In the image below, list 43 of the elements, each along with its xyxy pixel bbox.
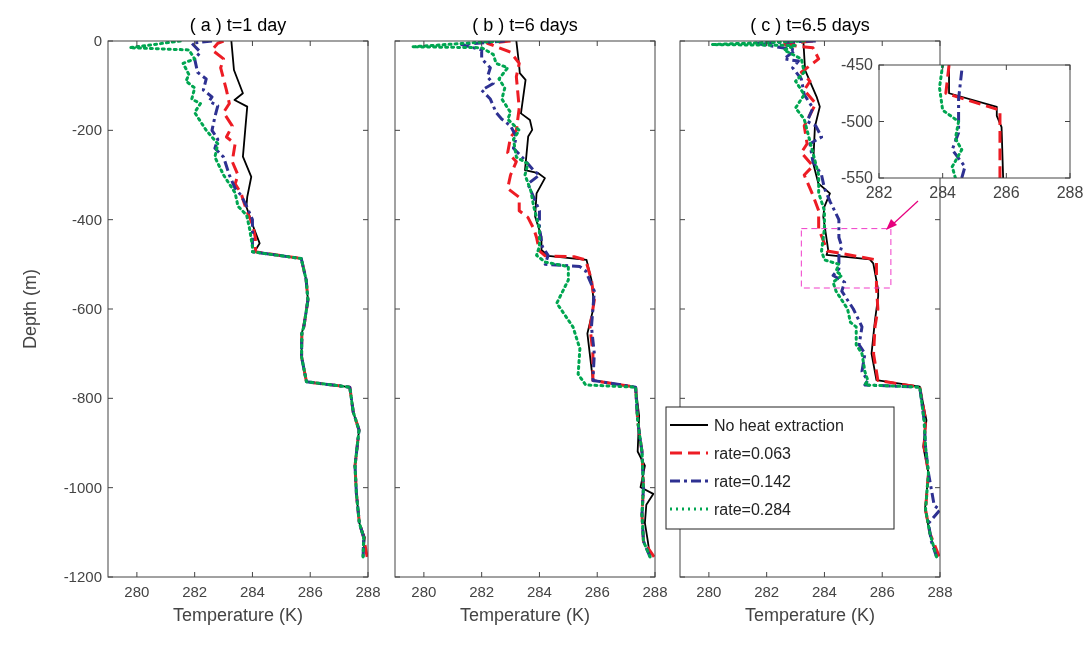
chart-title: ( c ) t=6.5 days [750, 15, 870, 35]
x-axis-title: Temperature (K) [744, 605, 876, 625]
line-series [128, 41, 366, 559]
chart-title: ( b ) t=6 days [472, 15, 578, 35]
y-tick-label: -400 [71, 210, 102, 228]
x-tick-label: 284 [811, 583, 837, 600]
x-tick-label: 286 [869, 583, 895, 600]
legend-label: rate=0.063 [714, 445, 792, 462]
x-axis-title: Temperature (K) [172, 605, 304, 625]
x-tick-label: 284 [929, 184, 957, 201]
chart-title: ( a ) t=1 day [189, 15, 287, 35]
y-tick-label: -200 [71, 121, 102, 139]
x-tick-label: 288 [927, 583, 953, 600]
x-tick-label: 286 [992, 184, 1020, 201]
x-tick-label: 288 [642, 583, 668, 600]
x-tick-label: 282 [865, 184, 893, 201]
y-tick-label: -1200 [63, 568, 102, 585]
x-tick-label: 284 [526, 583, 552, 600]
x-tick-label: 284 [239, 583, 265, 600]
line-series [937, 65, 964, 178]
x-tick-label: 282 [182, 583, 208, 600]
y-axis-title: Depth (m) [20, 268, 40, 350]
x-tick-label: 280 [696, 583, 722, 600]
y-tick-label: -550 [840, 169, 874, 186]
y-tick-label: 0 [93, 32, 102, 49]
y-tick-label: -1000 [63, 478, 102, 496]
line-series [950, 69, 967, 178]
x-tick-label: 288 [355, 583, 381, 600]
x-tick-label: 286 [584, 583, 610, 600]
y-tick-label: -800 [71, 389, 102, 407]
legend-label: rate=0.142 [714, 473, 792, 490]
y-tick-label: -500 [840, 112, 874, 130]
legend-label: rate=0.284 [714, 501, 792, 518]
x-tick-label: 280 [124, 583, 150, 600]
x-tick-label: 288 [1056, 184, 1084, 201]
y-tick-label: -600 [71, 300, 102, 317]
x-tick-label: 282 [754, 583, 780, 600]
x-tick-label: 286 [297, 583, 323, 600]
y-tick-label: -450 [840, 56, 874, 73]
x-tick-label: 280 [411, 583, 437, 600]
x-tick-label: 282 [469, 583, 495, 600]
legend-label: No heat extraction [714, 417, 844, 434]
x-axis-title: Temperature (K) [459, 605, 591, 625]
